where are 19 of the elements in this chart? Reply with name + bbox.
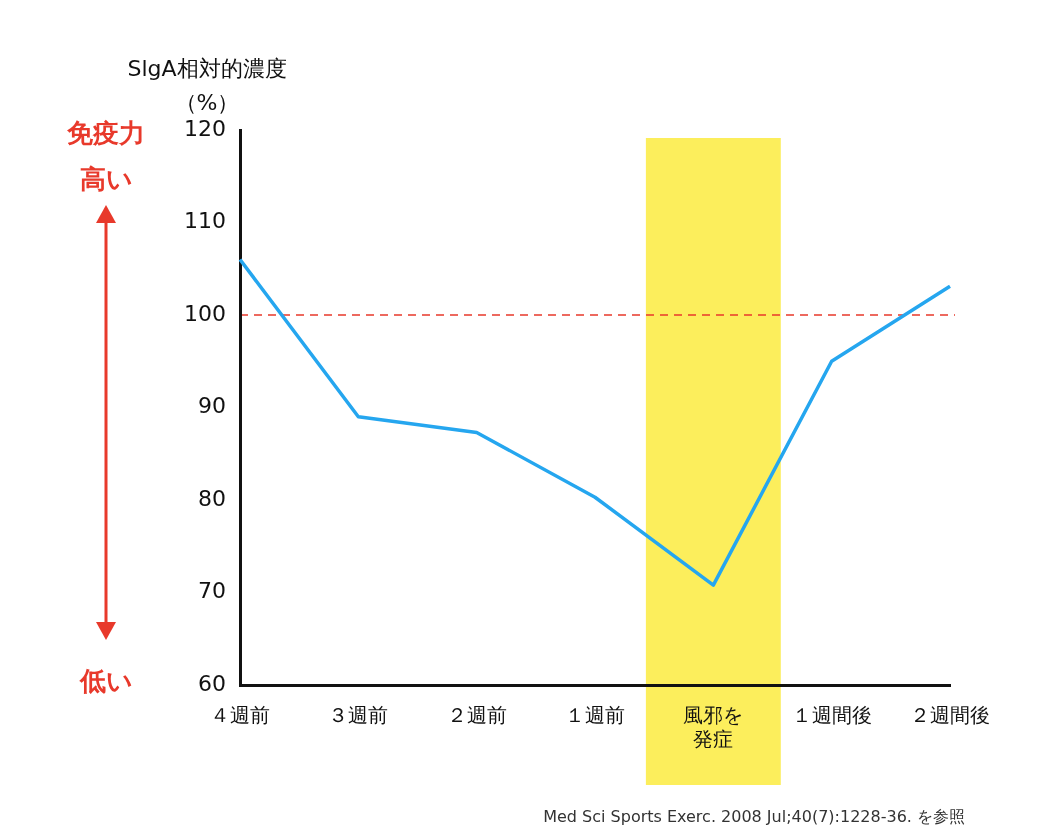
y-tick-label: 60 bbox=[198, 670, 226, 696]
y-axis-title: SlgA相対的濃度（%） bbox=[127, 56, 287, 115]
x-tick-label: １週間後 bbox=[791, 703, 872, 728]
y-tick-label: 120 bbox=[184, 115, 226, 141]
text: 低い bbox=[78, 665, 133, 696]
text: 高い bbox=[79, 163, 133, 194]
x-tick-label: ３週前 bbox=[328, 703, 389, 728]
y-tick-label: 80 bbox=[198, 485, 226, 511]
y-tick-label: 90 bbox=[198, 393, 226, 419]
text: 免疫力 bbox=[67, 117, 145, 148]
x-tick-label: １週前 bbox=[565, 703, 625, 728]
y-tick-label: 70 bbox=[198, 578, 226, 604]
x-tick-label: ２週前 bbox=[446, 703, 507, 728]
text: Med Sci Sports Exerc. 2008 Jul;40(7):1228-36. を参照 bbox=[543, 807, 965, 827]
y-tick-label: 100 bbox=[184, 300, 226, 326]
x-tick-label: ４週前 bbox=[210, 703, 270, 728]
x-tick-label: 風邪を発症 bbox=[683, 703, 744, 752]
x-tick-label: ２週間後 bbox=[910, 703, 990, 728]
y-tick-label: 110 bbox=[184, 208, 226, 234]
